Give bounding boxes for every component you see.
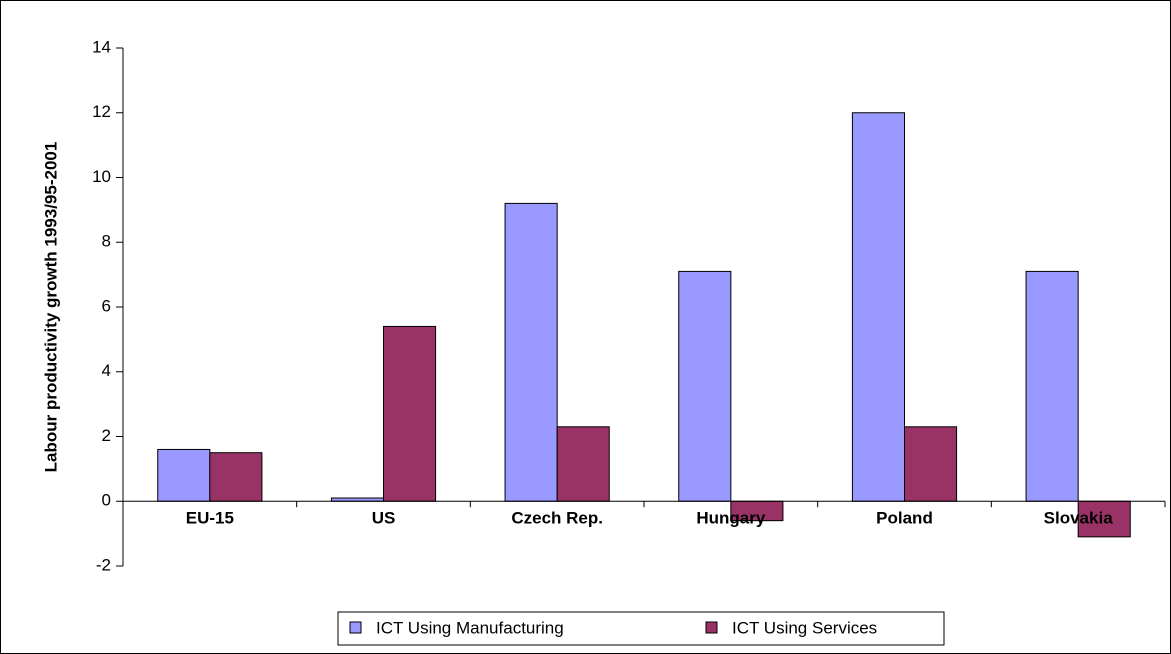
- bar: [678, 270, 732, 502]
- y-axis-label: Labour productivity growth 1993/95-2001: [41, 142, 60, 473]
- bar: [1025, 270, 1079, 502]
- y-tick-label: 0: [102, 491, 111, 510]
- x-tick-label: EU-15: [186, 509, 234, 528]
- y-tick-label: 2: [102, 426, 111, 445]
- x-tick-label: Slovakia: [1044, 509, 1114, 528]
- legend-label: ICT Using Manufacturing: [376, 618, 564, 637]
- y-tick-label: 6: [102, 296, 111, 315]
- x-tick-label: Hungary: [696, 509, 766, 528]
- y-tick-label: 12: [92, 102, 111, 121]
- y-tick-label: 14: [92, 37, 111, 56]
- legend-label: ICT Using Services: [732, 618, 877, 637]
- bar: [556, 426, 610, 502]
- bar: [383, 325, 437, 502]
- y-tick-label: 10: [92, 167, 111, 186]
- x-tick-label: Poland: [876, 509, 933, 528]
- y-tick-label: 8: [102, 232, 111, 251]
- legend-swatch: [349, 621, 362, 634]
- bar: [904, 426, 958, 502]
- legend-box: [337, 611, 945, 646]
- bar: [157, 448, 211, 502]
- y-tick-label: -2: [96, 555, 111, 574]
- bar: [504, 202, 558, 502]
- bar: [209, 452, 263, 502]
- x-tick-label: Czech Rep.: [511, 509, 603, 528]
- legend-swatch: [705, 621, 718, 634]
- bar: [851, 112, 906, 502]
- y-tick-label: 4: [102, 361, 111, 380]
- x-tick-label: US: [372, 509, 396, 528]
